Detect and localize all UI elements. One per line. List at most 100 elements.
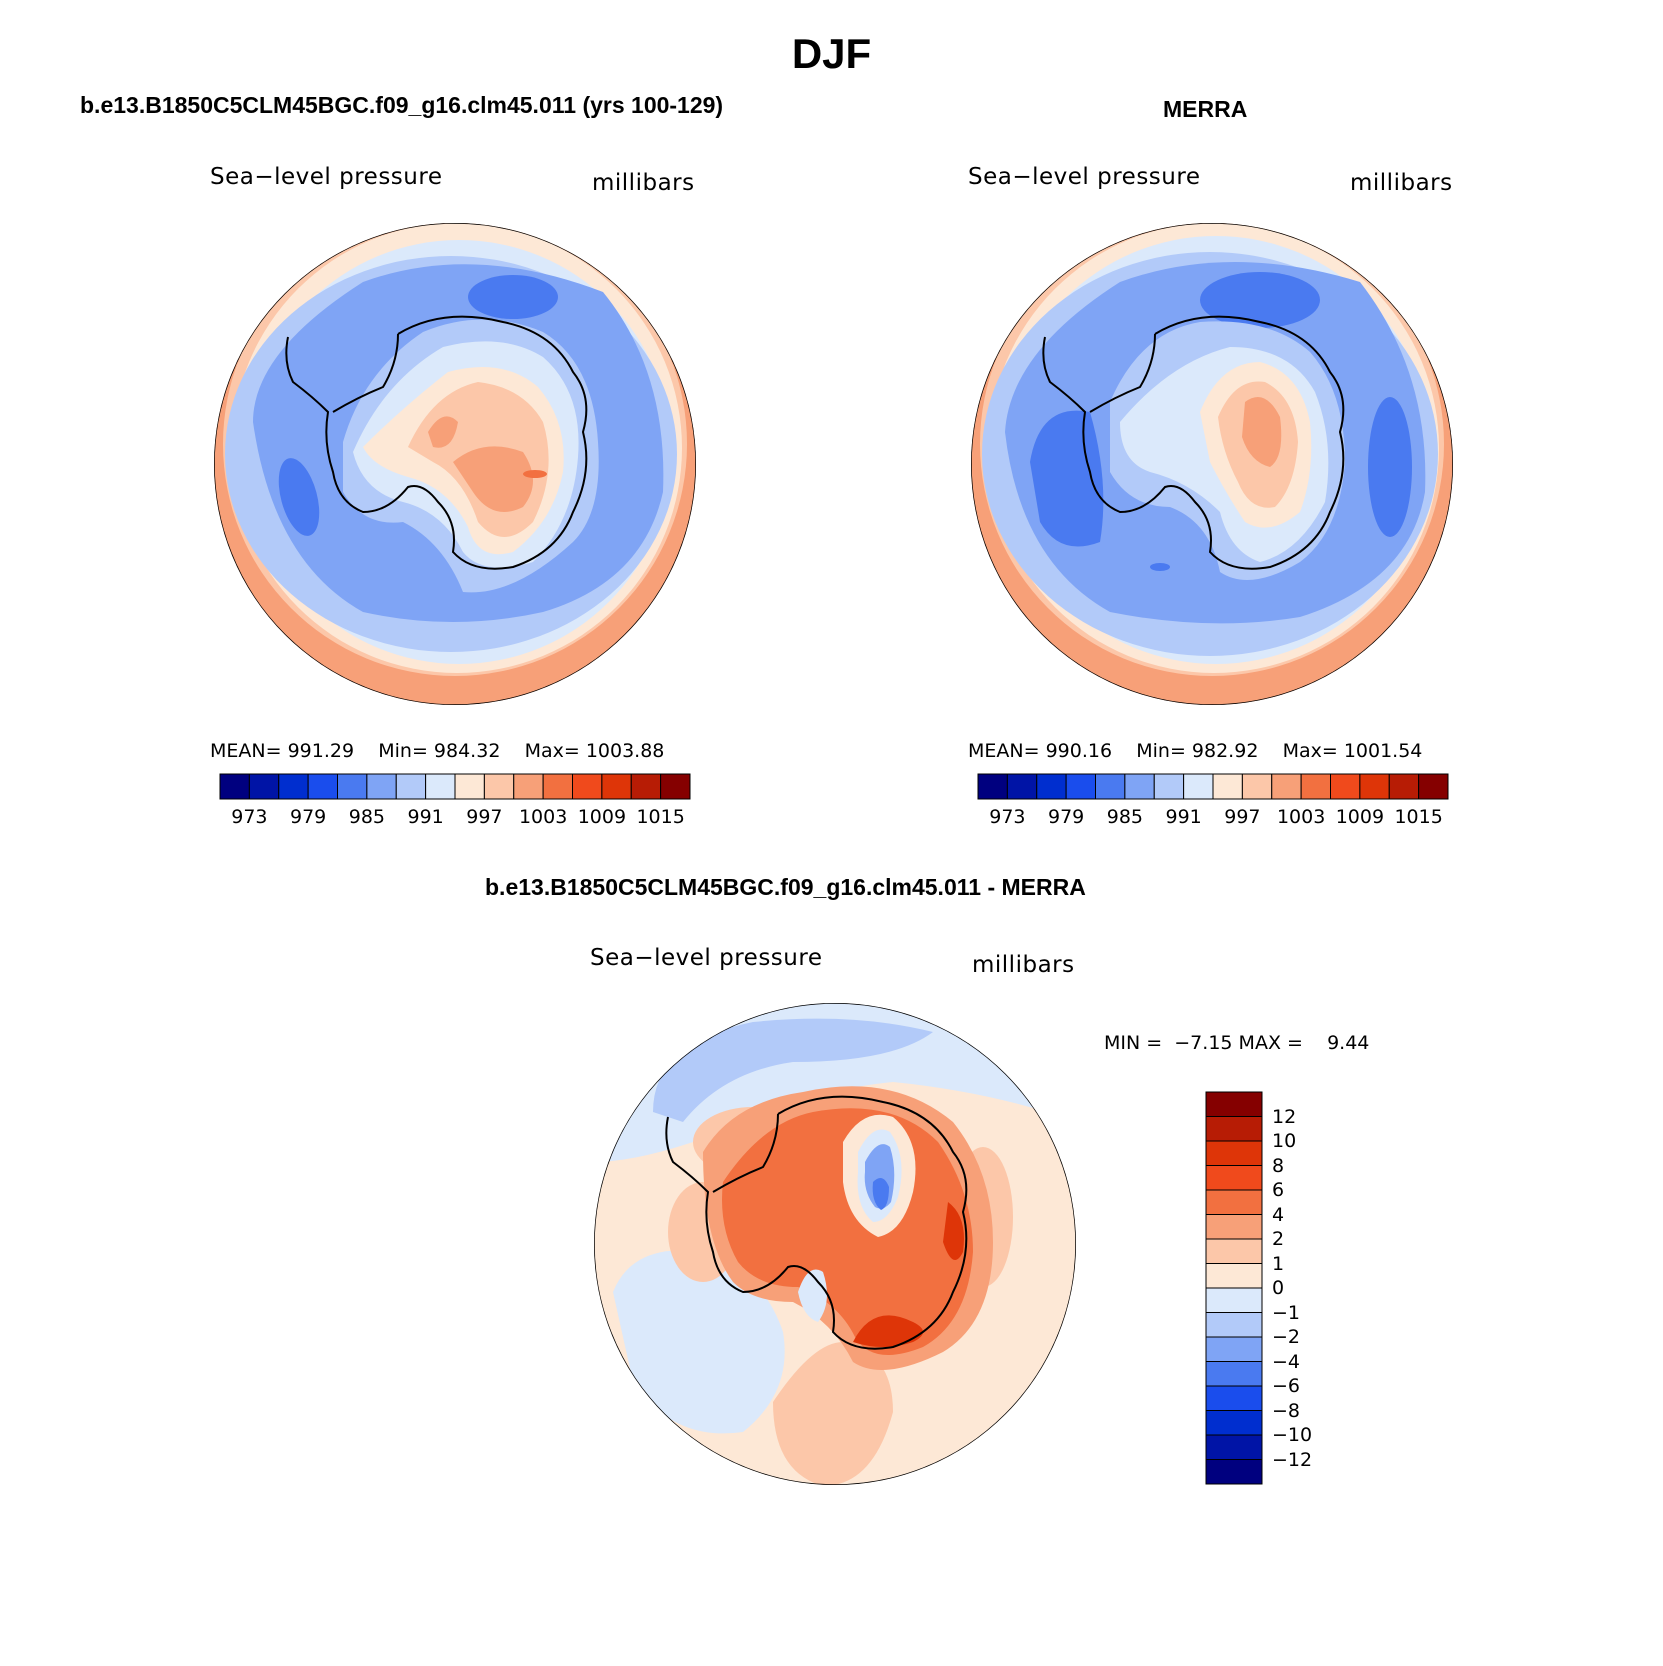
panel-diff-colorbar-box — [1205, 1189, 1263, 1215]
panel-diff-map — [594, 1003, 1076, 1485]
panel-obs-mean: 990.16 — [1045, 740, 1113, 762]
panel-obs-map — [971, 223, 1453, 705]
panel-diff-colorbar-box — [1205, 1165, 1263, 1191]
panel-obs-colorbar-tick-label: 1015 — [1394, 806, 1443, 828]
panel-model-mean: 991.29 — [287, 740, 355, 762]
panel-model-colorbar-tick-label: 991 — [407, 806, 444, 828]
panel-diff-colorbar-box — [1205, 1116, 1263, 1142]
panel-obs-field-label: Sea−level pressure — [968, 164, 1201, 190]
panel-obs-colorbar-tick-label: 979 — [1047, 806, 1085, 828]
panel-obs-colorbar-tick-label: 991 — [1165, 806, 1202, 828]
panel-obs-colorbar-tick-label: 1003 — [1276, 806, 1326, 828]
panel-model-colorbar-ticks: 973 979 985 991 997 1003 1009 1015 — [220, 806, 690, 830]
panel-model-colorbar-tick-label: 1003 — [518, 806, 568, 828]
panel-obs-colorbar-box — [1095, 773, 1126, 800]
panel-model-colorbar-box — [337, 773, 368, 800]
panel-diff-colorbar-tick-label: 4 — [1272, 1203, 1285, 1226]
panel-diff-colorbar-tick-label: −4 — [1272, 1350, 1301, 1373]
panel-diff-colorbar-box — [1205, 1140, 1263, 1166]
panel-obs-colorbar — [977, 773, 1449, 800]
panel-obs-colorbar-box — [1212, 773, 1243, 800]
panel-model-colorbar-box — [248, 773, 280, 800]
panel-diff-colorbar-tick-label: 2 — [1272, 1228, 1285, 1250]
panel-diff-colorbar-tick-label: 12 — [1272, 1105, 1297, 1128]
panel-model-colorbar-tick-label: 1015 — [636, 806, 685, 828]
panel-obs-colorbar-tick-label: 973 — [989, 806, 1026, 828]
panel-diff-colorbar-tick-label: −8 — [1272, 1399, 1301, 1422]
panel-model-colorbar-tick-label: 985 — [348, 806, 386, 828]
panel-model-colorbar-box — [366, 773, 397, 800]
panel-model-colorbar-box — [278, 773, 309, 800]
panel-diff-title: b.e13.B1850C5CLM45BGC.f09_g16.clm45.011 … — [485, 874, 1086, 900]
panel-obs-colorbar-box — [1359, 773, 1390, 800]
panel-diff-colorbar-box — [1205, 1091, 1263, 1117]
panel-obs-colorbar-box — [1153, 773, 1185, 800]
panel-model-colorbar-box — [601, 773, 632, 800]
panel-diff-colorbar-tick-label: −1 — [1272, 1301, 1301, 1324]
panel-obs-colorbar-tick-label: 1009 — [1335, 806, 1385, 828]
panel-obs-colorbar-box — [1183, 773, 1214, 800]
panel-obs-colorbar-box — [1271, 773, 1302, 800]
panel-obs-min: 982.92 — [1191, 740, 1259, 762]
panel-model-title: b.e13.B1850C5CLM45BGC.f09_g16.clm45.011 … — [80, 92, 724, 118]
panel-model-colorbar-tick-label: 1009 — [577, 806, 627, 828]
panel-model-colorbar-box — [425, 773, 456, 800]
panel-obs-stats: MEAN= 990.16 Min= 982.92 Max= 1001.54 — [968, 740, 1423, 762]
panel-diff-colorbar-tick-label: 10 — [1272, 1130, 1297, 1152]
panel-diff-colorbar-tick-label: 6 — [1272, 1179, 1285, 1201]
panel-diff-colorbar-box — [1205, 1336, 1263, 1362]
panel-diff-colorbar-tick-label: −12 — [1272, 1448, 1313, 1471]
panel-obs-colorbar-box — [1036, 773, 1067, 800]
panel-diff-colorbar-box — [1205, 1287, 1263, 1313]
panel-model-colorbar-tick-label: 979 — [289, 806, 327, 828]
panel-obs-colorbar-box — [1006, 773, 1038, 800]
figure-title: DJF — [791, 30, 872, 77]
panel-obs-colorbar-box — [977, 773, 1008, 800]
panel-diff-min: −7.15 — [1174, 1032, 1233, 1054]
panel-model-colorbar — [219, 773, 691, 800]
panel-diff-colorbar-box — [1205, 1263, 1263, 1289]
panel-obs-colorbar-tick-label: 997 — [1224, 806, 1261, 828]
panel-obs-colorbar-ticks: 973 979 985 991 997 1003 1009 1015 — [978, 806, 1448, 830]
panel-diff-colorbar-tick-label: 0 — [1272, 1277, 1285, 1299]
panel-model-stats: MEAN= 991.29 Min= 984.32 Max= 1003.88 — [210, 740, 665, 762]
panel-model-colorbar-box — [660, 773, 691, 800]
panel-obs-colorbar-box — [1241, 773, 1273, 800]
panel-model-map — [214, 223, 696, 705]
panel-diff-colorbar-box — [1205, 1385, 1263, 1411]
panel-diff-colorbar-box — [1205, 1238, 1263, 1264]
panel-diff-colorbar-box — [1205, 1312, 1263, 1338]
panel-diff-colorbar-box — [1205, 1410, 1263, 1436]
panel-obs-colorbar-box — [1388, 773, 1420, 800]
panel-obs-colorbar-box — [1124, 773, 1155, 800]
panel-diff-colorbar-tick-label: 1 — [1272, 1252, 1285, 1275]
panel-diff-colorbar-tick-label: −10 — [1272, 1424, 1313, 1446]
panel-obs-colorbar-box — [1418, 773, 1449, 800]
panel-obs-colorbar-box — [1300, 773, 1331, 800]
panel-model-field-label: Sea−level pressure — [210, 164, 443, 190]
panel-obs-colorbar-box — [1065, 773, 1096, 800]
panel-obs-max: 1001.54 — [1343, 740, 1423, 762]
panel-diff-colorbar-box — [1205, 1434, 1263, 1460]
panel-diff-colorbar-tick-label: 8 — [1272, 1154, 1285, 1177]
panel-diff-colorbar-tick-label: −6 — [1272, 1375, 1301, 1397]
panel-model-colorbar-box — [542, 773, 573, 800]
panel-model-colorbar-box — [395, 773, 427, 800]
panel-diff-colorbar — [1205, 1091, 1263, 1485]
panel-diff-colorbar-box — [1205, 1214, 1263, 1240]
panel-diff-units-label: millibars — [972, 952, 1075, 978]
panel-diff-colorbar-box — [1205, 1361, 1263, 1387]
panel-diff-stats: MIN = −7.15 MAX = 9.44 — [1104, 1032, 1370, 1054]
panel-diff-max: 9.44 — [1327, 1032, 1370, 1054]
panel-diff-field-label: Sea−level pressure — [590, 945, 823, 971]
panel-diff-colorbar-tick-label: −2 — [1272, 1326, 1301, 1348]
panel-model-colorbar-box — [219, 773, 250, 800]
panel-model-colorbar-tick-label: 973 — [231, 806, 268, 828]
panel-obs-colorbar-tick-label: 985 — [1106, 806, 1144, 828]
panel-model-max: 1003.88 — [585, 740, 665, 762]
panel-model-colorbar-box — [513, 773, 544, 800]
panel-diff-colorbar-ticks: 12 10 8 6 4 2 1 0 −1 −2 −4 −6 −8 −10 −12 — [1272, 1092, 1352, 1484]
panel-model-colorbar-tick-label: 997 — [466, 806, 503, 828]
panel-diff-colorbar-box — [1205, 1459, 1263, 1485]
panel-obs-title: MERRA — [1163, 96, 1248, 122]
